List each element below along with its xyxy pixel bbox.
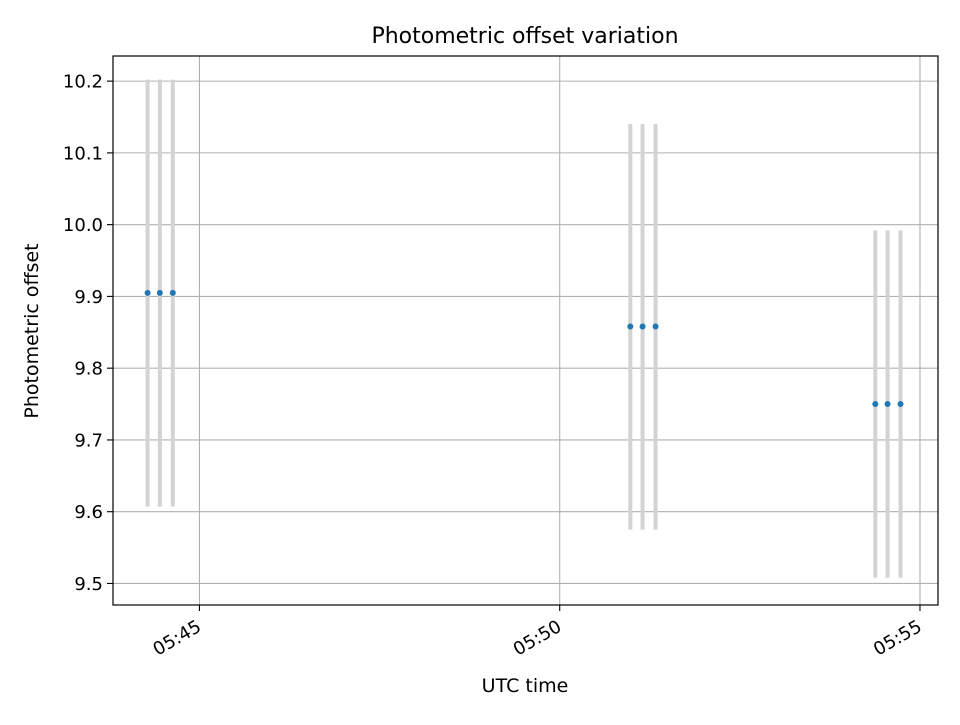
data-point-8 bbox=[884, 401, 891, 408]
axis-ticks: 9.59.69.79.89.910.010.110.205:45 05:50 05:… bbox=[63, 72, 926, 661]
y-tick-label: 9.7 bbox=[74, 430, 103, 451]
y-tick-label: 10.1 bbox=[63, 143, 103, 164]
y-tick-label: 10.0 bbox=[63, 215, 103, 236]
data-point-7 bbox=[872, 401, 879, 408]
data-point-6 bbox=[652, 323, 659, 330]
y-tick-label: 9.9 bbox=[74, 287, 103, 308]
y-tick-label: 9.5 bbox=[74, 574, 103, 595]
data-point-3 bbox=[169, 289, 176, 296]
data-point-9 bbox=[897, 401, 904, 408]
y-tick-label: 10.2 bbox=[63, 72, 103, 93]
data-point-1 bbox=[144, 289, 151, 296]
grid-lines bbox=[113, 56, 938, 605]
data-point-2 bbox=[156, 289, 163, 296]
y-tick-label: 9.8 bbox=[74, 359, 103, 380]
plot-frame bbox=[112, 55, 939, 606]
chart-title: Photometric offset variation bbox=[371, 24, 678, 49]
data-points bbox=[144, 289, 904, 408]
data-point-5 bbox=[639, 323, 646, 330]
x-axis-label: UTC time bbox=[482, 675, 569, 697]
y-tick-label: 9.6 bbox=[74, 502, 103, 523]
y-axis-label: Photometric offset bbox=[21, 243, 43, 418]
data-point-4 bbox=[627, 323, 634, 330]
